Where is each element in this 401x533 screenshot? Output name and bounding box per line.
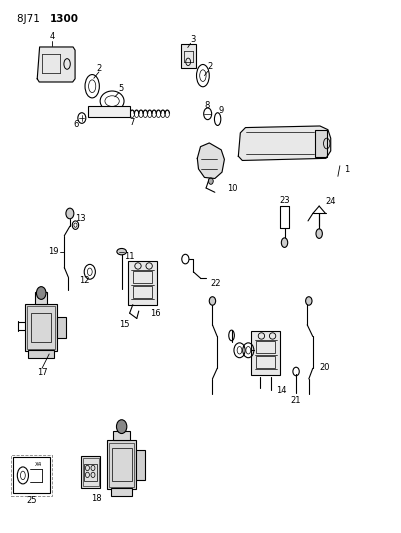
Text: 11: 11 bbox=[124, 253, 135, 262]
Text: 18: 18 bbox=[91, 494, 101, 503]
Text: 24: 24 bbox=[325, 197, 336, 206]
Bar bbox=[113, 431, 130, 440]
Polygon shape bbox=[37, 47, 75, 82]
Bar bbox=[111, 488, 132, 496]
Text: 2: 2 bbox=[208, 62, 213, 71]
Bar bbox=[180, 44, 196, 68]
Text: 9: 9 bbox=[219, 106, 224, 115]
Text: 10: 10 bbox=[227, 183, 238, 192]
Bar bbox=[128, 261, 157, 305]
Text: 1: 1 bbox=[344, 165, 350, 174]
Bar bbox=[136, 450, 145, 480]
Bar bbox=[31, 313, 51, 342]
Bar bbox=[133, 271, 152, 284]
Bar bbox=[315, 130, 327, 157]
Bar bbox=[25, 304, 57, 351]
Bar bbox=[13, 457, 50, 494]
Ellipse shape bbox=[36, 287, 46, 300]
Bar bbox=[57, 317, 66, 338]
Text: 23: 23 bbox=[279, 196, 290, 205]
Bar bbox=[109, 443, 134, 487]
Text: 25: 25 bbox=[27, 496, 37, 505]
Polygon shape bbox=[238, 126, 331, 160]
Text: 21: 21 bbox=[291, 395, 301, 405]
Bar bbox=[107, 440, 136, 489]
Text: X4: X4 bbox=[35, 462, 43, 467]
Text: 22: 22 bbox=[211, 279, 221, 288]
Text: 7: 7 bbox=[129, 118, 135, 127]
Ellipse shape bbox=[316, 229, 322, 238]
Text: 2: 2 bbox=[96, 64, 101, 72]
Bar bbox=[256, 341, 275, 353]
Ellipse shape bbox=[66, 208, 74, 219]
Bar bbox=[35, 292, 47, 304]
Text: 6: 6 bbox=[73, 120, 79, 129]
Text: 8: 8 bbox=[204, 101, 210, 110]
Bar bbox=[81, 456, 100, 488]
Text: 3: 3 bbox=[190, 35, 196, 44]
Text: 8J71: 8J71 bbox=[17, 13, 43, 23]
Ellipse shape bbox=[117, 248, 126, 255]
Text: 20: 20 bbox=[320, 363, 330, 372]
Bar bbox=[27, 306, 55, 349]
Text: 14: 14 bbox=[276, 386, 286, 395]
Text: 17: 17 bbox=[37, 368, 47, 377]
Text: 4: 4 bbox=[50, 33, 55, 42]
Bar bbox=[112, 448, 132, 481]
Ellipse shape bbox=[209, 178, 213, 184]
Ellipse shape bbox=[306, 297, 312, 305]
Bar bbox=[88, 107, 130, 117]
Text: 16: 16 bbox=[151, 309, 161, 318]
Bar bbox=[133, 286, 152, 298]
Ellipse shape bbox=[282, 238, 288, 247]
Text: 15: 15 bbox=[119, 320, 129, 329]
Bar bbox=[28, 350, 54, 358]
Text: 1300: 1300 bbox=[50, 13, 79, 23]
Text: 19: 19 bbox=[48, 247, 59, 256]
Bar bbox=[84, 464, 97, 481]
Bar bbox=[256, 356, 275, 368]
Bar bbox=[251, 331, 280, 375]
Bar bbox=[11, 455, 52, 496]
Polygon shape bbox=[197, 143, 225, 179]
Ellipse shape bbox=[209, 297, 216, 305]
Text: 13: 13 bbox=[75, 214, 85, 223]
Text: 5: 5 bbox=[118, 84, 124, 93]
Text: 12: 12 bbox=[79, 276, 89, 285]
Ellipse shape bbox=[116, 419, 127, 433]
Bar bbox=[83, 458, 99, 486]
